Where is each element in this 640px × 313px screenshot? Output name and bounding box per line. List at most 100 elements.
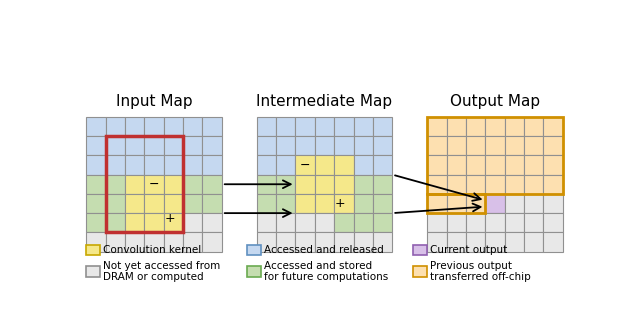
Bar bbox=[334, 136, 353, 155]
Bar bbox=[505, 155, 524, 175]
Bar bbox=[428, 194, 447, 213]
Text: Accessed and stored
for future computations: Accessed and stored for future computati… bbox=[264, 261, 388, 282]
Bar bbox=[524, 194, 543, 213]
Bar bbox=[86, 245, 100, 255]
Bar bbox=[524, 213, 543, 232]
Bar bbox=[485, 117, 505, 136]
Bar bbox=[86, 266, 100, 277]
Bar bbox=[296, 194, 315, 213]
Bar bbox=[106, 117, 125, 136]
Bar bbox=[353, 213, 373, 232]
Bar bbox=[524, 175, 543, 194]
Bar bbox=[466, 136, 485, 155]
Bar bbox=[296, 136, 315, 155]
Bar bbox=[145, 232, 164, 252]
Bar bbox=[485, 194, 505, 213]
Bar bbox=[373, 117, 392, 136]
Bar bbox=[296, 213, 315, 232]
Bar bbox=[86, 136, 106, 155]
Bar bbox=[543, 117, 563, 136]
Bar bbox=[246, 266, 260, 277]
Text: Intermediate Map: Intermediate Map bbox=[257, 94, 392, 109]
Bar bbox=[315, 175, 334, 194]
Bar bbox=[543, 175, 563, 194]
Bar bbox=[296, 175, 315, 194]
Text: Output Map: Output Map bbox=[450, 94, 540, 109]
Bar bbox=[428, 232, 447, 252]
Bar bbox=[505, 213, 524, 232]
Bar bbox=[106, 194, 125, 213]
Bar bbox=[466, 232, 485, 252]
Text: Not yet accessed from
DRAM or computed: Not yet accessed from DRAM or computed bbox=[103, 261, 221, 282]
Bar bbox=[447, 136, 466, 155]
Bar bbox=[353, 136, 373, 155]
Bar bbox=[353, 175, 373, 194]
Bar bbox=[125, 117, 145, 136]
Text: Convolution kernel: Convolution kernel bbox=[103, 245, 202, 255]
Bar bbox=[145, 155, 164, 175]
Bar bbox=[315, 117, 334, 136]
Bar bbox=[428, 117, 447, 136]
Bar bbox=[524, 117, 543, 136]
Bar bbox=[315, 194, 334, 213]
Bar bbox=[106, 213, 125, 232]
Bar bbox=[276, 194, 296, 213]
Bar bbox=[276, 232, 296, 252]
Bar bbox=[505, 136, 524, 155]
Bar bbox=[183, 117, 202, 136]
Bar bbox=[373, 194, 392, 213]
Bar bbox=[164, 117, 183, 136]
Bar bbox=[164, 213, 183, 232]
Text: −: − bbox=[148, 178, 159, 191]
Bar bbox=[183, 155, 202, 175]
Bar bbox=[334, 117, 353, 136]
Bar bbox=[466, 213, 485, 232]
Bar bbox=[505, 194, 524, 213]
Bar bbox=[257, 117, 276, 136]
Bar bbox=[183, 136, 202, 155]
Bar bbox=[257, 213, 276, 232]
Bar bbox=[428, 136, 447, 155]
Bar bbox=[428, 194, 485, 213]
Bar bbox=[257, 194, 276, 213]
Bar bbox=[428, 155, 447, 175]
Bar bbox=[296, 232, 315, 252]
Bar bbox=[315, 136, 334, 155]
Bar bbox=[543, 194, 563, 213]
Bar bbox=[315, 213, 334, 232]
Bar bbox=[315, 155, 334, 175]
Bar bbox=[505, 175, 524, 194]
Bar bbox=[373, 232, 392, 252]
Text: Previous output
transferred off-chip: Previous output transferred off-chip bbox=[430, 261, 531, 282]
Bar bbox=[125, 232, 145, 252]
Bar bbox=[86, 155, 106, 175]
Bar bbox=[183, 175, 202, 194]
Bar bbox=[125, 136, 145, 155]
Bar bbox=[485, 155, 505, 175]
Bar bbox=[145, 117, 164, 136]
Bar bbox=[334, 155, 353, 175]
Bar bbox=[334, 194, 353, 213]
Bar bbox=[447, 232, 466, 252]
Bar bbox=[183, 194, 202, 213]
Bar bbox=[145, 136, 164, 155]
Bar bbox=[334, 232, 353, 252]
Bar bbox=[106, 232, 125, 252]
Bar bbox=[334, 175, 353, 194]
Bar bbox=[413, 245, 428, 255]
Bar bbox=[276, 175, 296, 194]
Bar bbox=[485, 175, 505, 194]
Bar bbox=[543, 155, 563, 175]
Bar bbox=[125, 155, 145, 175]
Bar bbox=[447, 213, 466, 232]
Bar bbox=[257, 175, 276, 194]
Bar bbox=[353, 155, 373, 175]
Bar bbox=[106, 175, 125, 194]
Bar bbox=[125, 194, 145, 213]
Bar bbox=[183, 213, 202, 232]
Bar bbox=[543, 213, 563, 232]
Bar bbox=[543, 136, 563, 155]
Bar bbox=[164, 194, 183, 213]
Bar bbox=[428, 117, 563, 194]
Bar bbox=[466, 155, 485, 175]
